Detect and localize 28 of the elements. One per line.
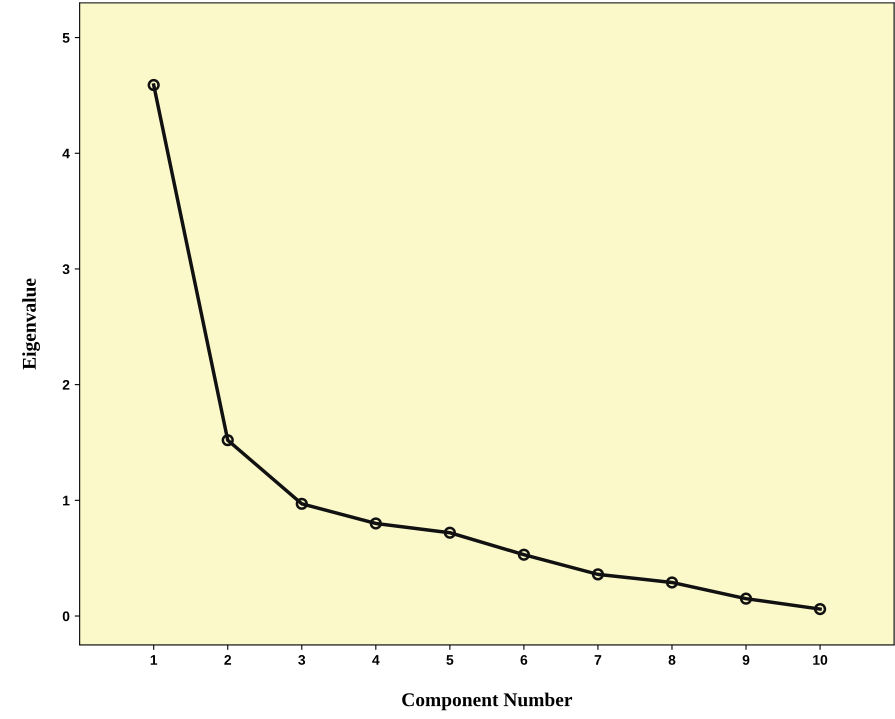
y-tick-label: 0 xyxy=(62,611,70,622)
y-tick-label: 5 xyxy=(62,33,70,43)
x-tick-label: 3 xyxy=(298,655,306,665)
x-tick-label: 8 xyxy=(668,655,676,665)
point xyxy=(592,568,604,580)
y-tick-label: 2 xyxy=(62,380,70,390)
x-axis-title: Component Number xyxy=(402,692,572,710)
x-tick-label: 10 xyxy=(813,655,828,665)
x-tick-label: 9 xyxy=(742,655,750,665)
x-tick-label: 7 xyxy=(594,655,602,665)
point xyxy=(444,526,456,539)
point xyxy=(666,576,678,589)
point xyxy=(814,602,826,616)
point xyxy=(222,434,234,446)
x-tick-label: 5 xyxy=(446,655,454,665)
x-tick-label: 1 xyxy=(150,655,158,665)
point xyxy=(296,498,308,510)
point xyxy=(148,78,160,92)
x-tick-label: 6 xyxy=(520,655,528,665)
point xyxy=(370,517,382,530)
y-tick-label: 1 xyxy=(63,496,70,506)
y-axis-title: Eigenvalue xyxy=(22,278,40,370)
x-tick-label: 2 xyxy=(224,655,232,665)
point xyxy=(518,548,530,561)
y-tick-label: 4 xyxy=(62,148,70,158)
y-tick-label: 3 xyxy=(62,264,70,274)
point xyxy=(740,592,752,605)
x-tick-label: 4 xyxy=(372,655,380,665)
